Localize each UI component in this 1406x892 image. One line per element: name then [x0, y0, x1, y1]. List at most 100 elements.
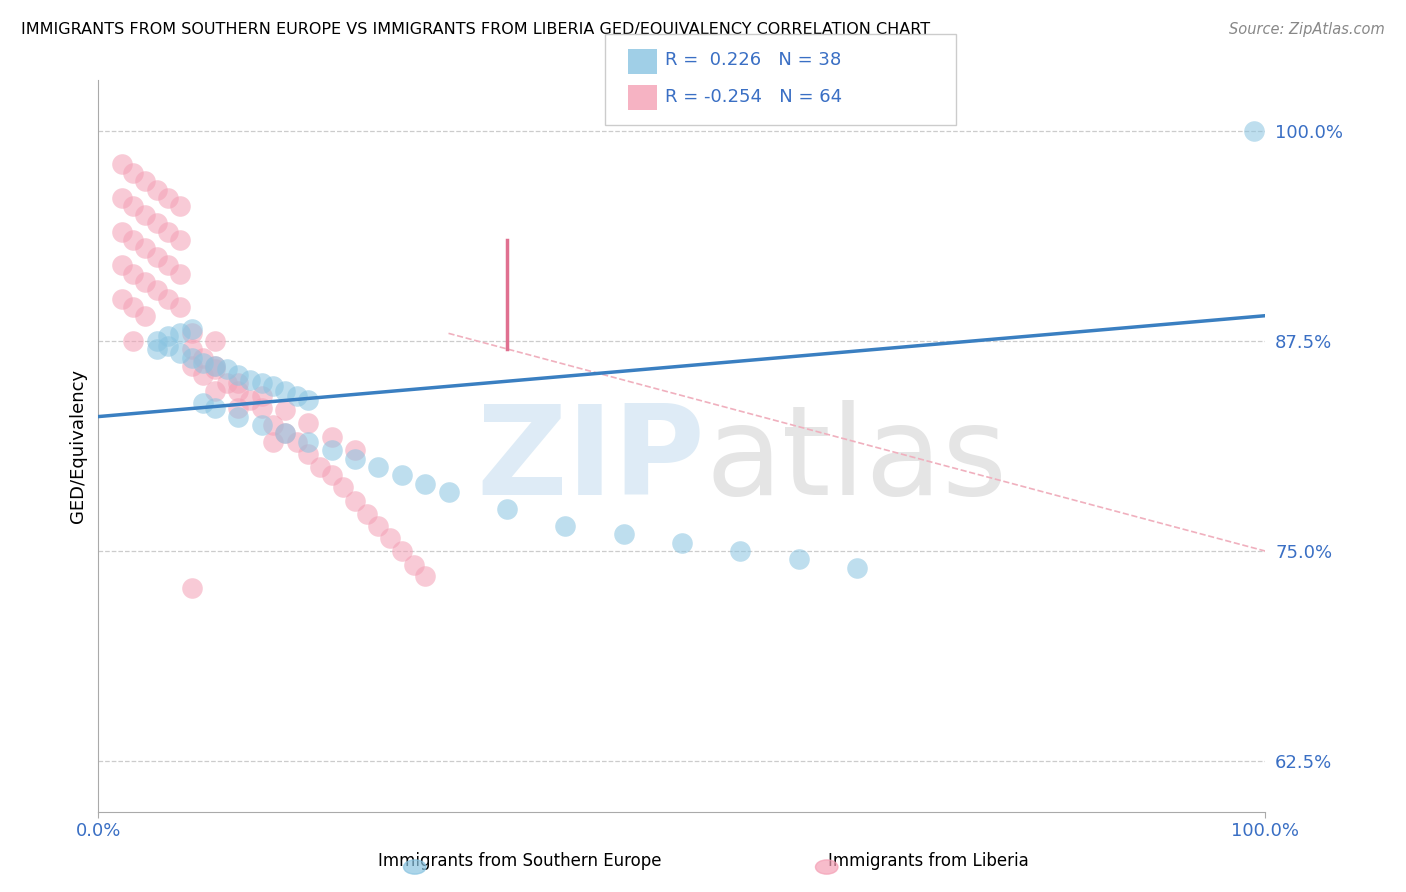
Point: [356, 507, 378, 521]
Point: [146, 250, 169, 264]
Point: [613, 527, 636, 541]
Text: Immigrants from Southern Europe: Immigrants from Southern Europe: [378, 852, 662, 870]
Y-axis label: GED/Equivalency: GED/Equivalency: [69, 369, 87, 523]
Point: [274, 426, 297, 441]
Point: [367, 519, 389, 533]
Point: [239, 373, 262, 387]
Point: [215, 376, 238, 390]
Point: [134, 242, 156, 256]
Point: [134, 174, 156, 188]
Point: [730, 544, 752, 558]
Point: [321, 468, 343, 483]
Text: atlas: atlas: [706, 401, 1007, 521]
Point: [309, 460, 332, 475]
Text: IMMIGRANTS FROM SOUTHERN EUROPE VS IMMIGRANTS FROM LIBERIA GED/EQUIVALENCY CORRE: IMMIGRANTS FROM SOUTHERN EUROPE VS IMMIG…: [21, 22, 931, 37]
Point: [215, 362, 238, 376]
Text: R =  0.226   N = 38: R = 0.226 N = 38: [665, 51, 841, 69]
Point: [262, 434, 284, 449]
Point: [134, 208, 156, 222]
Point: [146, 183, 169, 197]
Point: [228, 409, 250, 424]
Text: Source: ZipAtlas.com: Source: ZipAtlas.com: [1229, 22, 1385, 37]
Point: [228, 401, 250, 416]
Point: [250, 401, 273, 416]
Text: R = -0.254   N = 64: R = -0.254 N = 64: [665, 88, 842, 106]
Point: [122, 199, 145, 213]
Point: [157, 329, 180, 343]
Point: [228, 368, 250, 382]
Text: ZIP: ZIP: [477, 401, 706, 521]
Text: Immigrants from Liberia: Immigrants from Liberia: [828, 852, 1028, 870]
Point: [297, 434, 319, 449]
Point: [321, 443, 343, 458]
Point: [391, 544, 413, 558]
Point: [122, 166, 145, 180]
Point: [134, 275, 156, 289]
Point: [146, 284, 169, 298]
Point: [846, 561, 869, 575]
Point: [157, 292, 180, 306]
Point: [228, 384, 250, 399]
Point: [285, 389, 308, 403]
Point: [250, 389, 273, 403]
Point: [180, 343, 202, 357]
Point: [413, 476, 436, 491]
Point: [204, 359, 226, 373]
Point: [437, 485, 460, 500]
Point: [262, 379, 284, 393]
Point: [204, 401, 226, 416]
Point: [204, 362, 226, 376]
Point: [122, 267, 145, 281]
Point: [111, 225, 134, 239]
Point: [111, 292, 134, 306]
Point: [297, 446, 319, 460]
Point: [274, 426, 297, 441]
Point: [180, 351, 202, 365]
Point: [671, 535, 693, 549]
Point: [169, 233, 191, 247]
Point: [146, 334, 169, 348]
Point: [228, 376, 250, 390]
Point: [111, 258, 134, 272]
Point: [321, 430, 343, 444]
Point: [250, 417, 273, 432]
Point: [380, 531, 402, 545]
Point: [787, 552, 810, 566]
Point: [111, 191, 134, 205]
Point: [297, 392, 319, 407]
Point: [239, 392, 262, 407]
Point: [157, 191, 180, 205]
Point: [180, 581, 202, 595]
Point: [204, 359, 226, 373]
Point: [204, 384, 226, 399]
Point: [391, 468, 413, 483]
Point: [180, 322, 202, 336]
Point: [180, 326, 202, 340]
Point: [122, 233, 145, 247]
Point: [274, 402, 297, 417]
Point: [180, 359, 202, 373]
Point: [367, 460, 389, 475]
Point: [554, 519, 576, 533]
Point: [169, 326, 191, 340]
Point: [402, 558, 425, 572]
Point: [274, 384, 297, 399]
Point: [413, 569, 436, 583]
Point: [204, 334, 226, 348]
Point: [297, 417, 319, 431]
Point: [157, 258, 180, 272]
Point: [332, 480, 354, 494]
Point: [169, 199, 191, 213]
Point: [111, 157, 134, 171]
Point: [122, 300, 145, 314]
Point: [344, 451, 367, 466]
Point: [193, 351, 215, 365]
Point: [169, 267, 191, 281]
Point: [146, 216, 169, 230]
Point: [122, 334, 145, 348]
Point: [1243, 124, 1265, 138]
Point: [146, 343, 169, 357]
Point: [169, 345, 191, 359]
Point: [193, 396, 215, 410]
Point: [344, 443, 367, 458]
